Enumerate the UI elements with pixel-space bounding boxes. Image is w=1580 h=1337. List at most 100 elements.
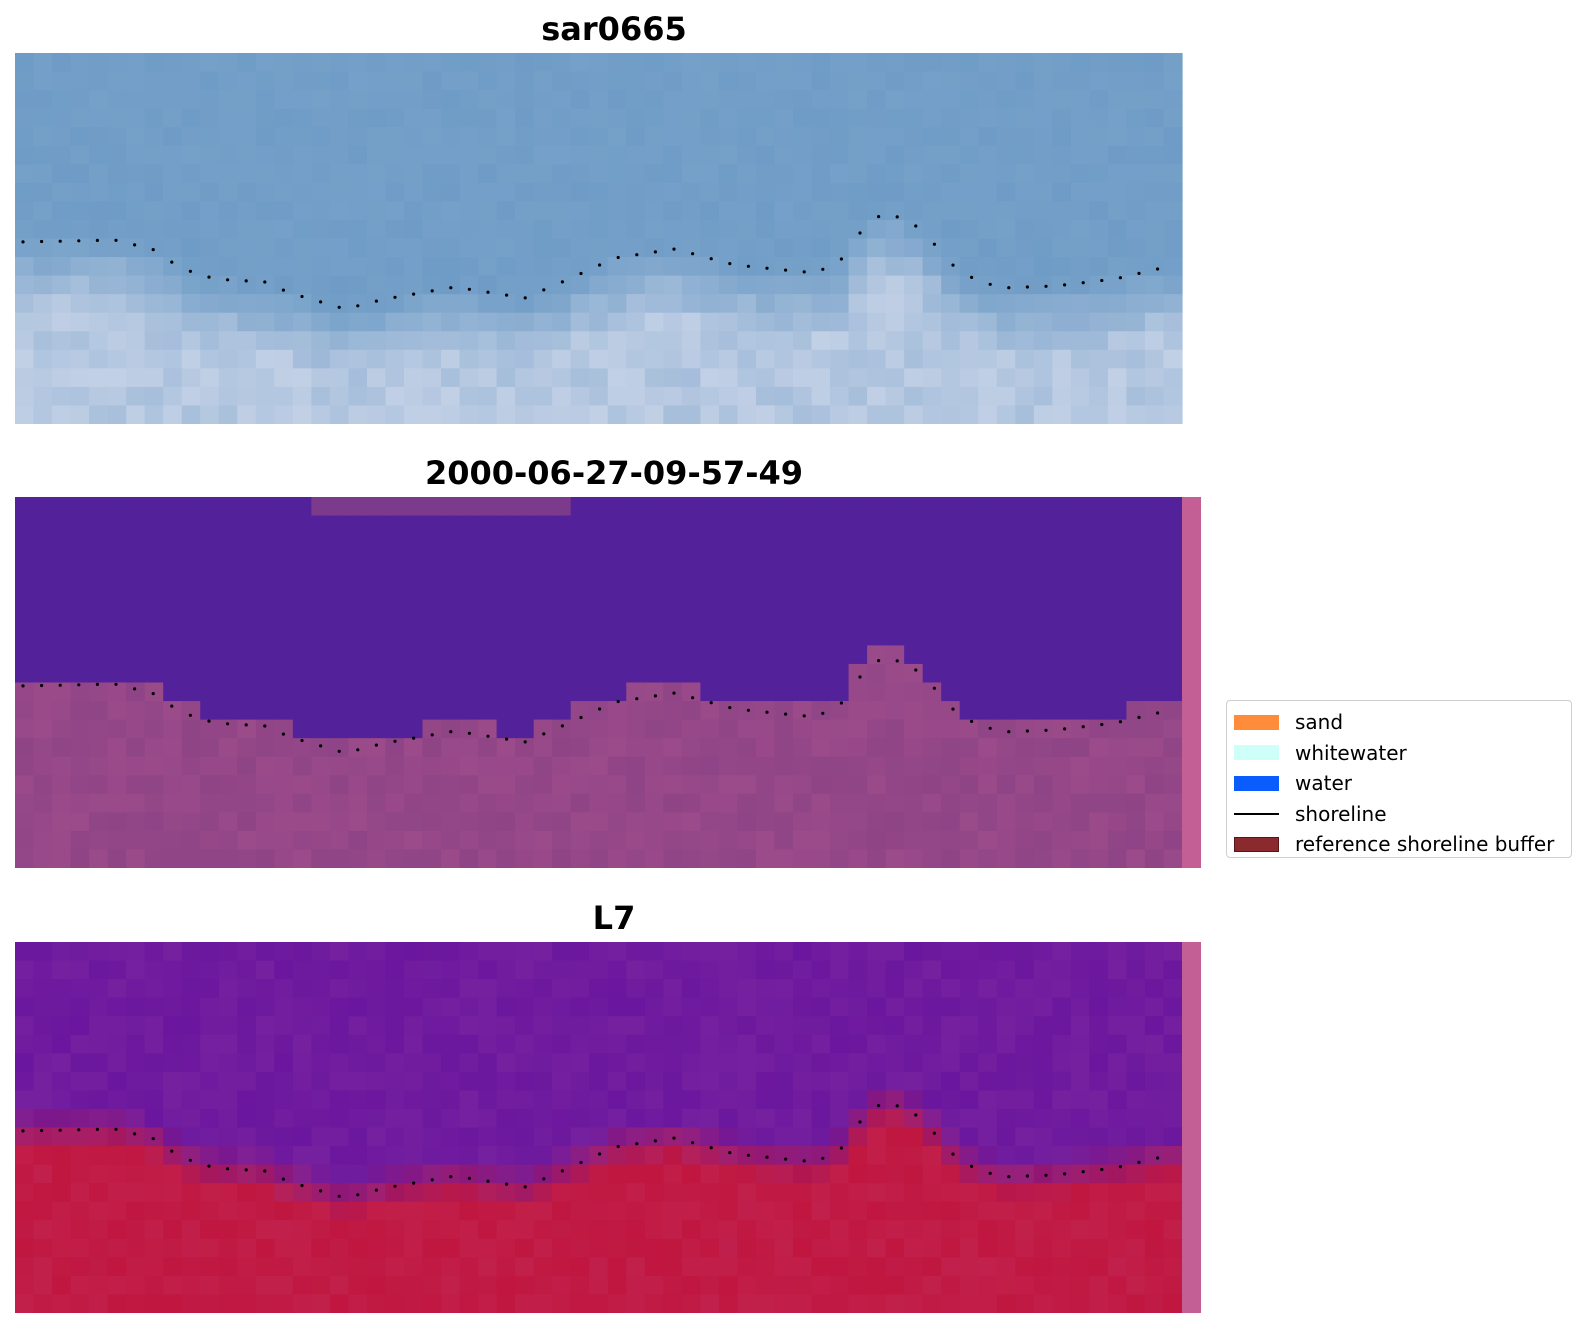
shoreline-point bbox=[728, 1151, 732, 1155]
legend-item-whitewater: whitewater bbox=[1234, 738, 1571, 769]
shoreline-point bbox=[784, 712, 788, 716]
shoreline-point bbox=[356, 1193, 360, 1197]
shoreline-dots bbox=[21, 1104, 1160, 1198]
shoreline-point bbox=[467, 287, 471, 291]
shoreline-point bbox=[951, 707, 955, 711]
shoreline-point bbox=[114, 238, 118, 242]
shoreline-point bbox=[170, 704, 174, 708]
classified-image bbox=[15, 497, 1201, 868]
shoreline-point bbox=[932, 242, 937, 246]
shoreline-point bbox=[653, 250, 658, 254]
shoreline-point bbox=[1137, 715, 1141, 719]
rgb-image-panel bbox=[15, 53, 1201, 424]
legend-item-water: water bbox=[1234, 768, 1571, 799]
shoreline-point bbox=[653, 694, 658, 698]
shoreline-point bbox=[21, 240, 25, 244]
shoreline-point bbox=[914, 668, 918, 672]
shoreline-point bbox=[746, 264, 751, 268]
shoreline-point bbox=[877, 215, 881, 219]
shoreline-dots bbox=[21, 215, 1160, 309]
shoreline-point bbox=[430, 1178, 434, 1182]
shoreline-point bbox=[170, 260, 174, 264]
shoreline-point bbox=[691, 696, 695, 700]
shoreline-point bbox=[709, 257, 713, 261]
shoreline-point bbox=[412, 292, 416, 296]
legend-label-whitewater: whitewater bbox=[1295, 740, 1407, 765]
shoreline-point bbox=[1156, 1156, 1160, 1160]
shoreline-point bbox=[1044, 1173, 1048, 1177]
shoreline-point bbox=[1063, 727, 1067, 731]
shoreline-line-swatch bbox=[1234, 812, 1279, 815]
shoreline-point bbox=[821, 267, 825, 271]
shoreline-point bbox=[244, 1168, 248, 1172]
shoreline-point bbox=[412, 1181, 416, 1185]
shoreline-point bbox=[746, 1153, 751, 1157]
shoreline-point bbox=[932, 686, 937, 690]
shoreline-point bbox=[672, 247, 676, 251]
legend-label-water: water bbox=[1295, 771, 1352, 796]
shoreline-point bbox=[226, 1167, 230, 1171]
legend-item-shoreline: shoreline bbox=[1234, 799, 1571, 830]
shoreline-point bbox=[393, 1184, 397, 1188]
shoreline-point bbox=[133, 687, 137, 691]
shoreline-point bbox=[226, 278, 230, 282]
shoreline-point bbox=[765, 710, 769, 714]
shoreline-point bbox=[932, 1131, 937, 1135]
legend-label-shoreline: shoreline bbox=[1295, 801, 1387, 826]
shoreline-point bbox=[467, 731, 471, 735]
shoreline-point bbox=[802, 714, 806, 718]
shoreline-point bbox=[319, 744, 323, 748]
shoreline-point bbox=[542, 732, 546, 736]
panel-title-3: L7 bbox=[592, 899, 636, 937]
shoreline-point bbox=[1081, 725, 1085, 729]
legend-item-sand: sand bbox=[1234, 707, 1571, 738]
shoreline-point bbox=[170, 1149, 174, 1153]
shoreline-point bbox=[877, 1104, 881, 1108]
shoreline-point bbox=[430, 289, 434, 293]
shoreline-point bbox=[226, 722, 230, 726]
shoreline-point bbox=[951, 1152, 955, 1156]
shoreline-point bbox=[1118, 720, 1122, 724]
shoreline-point bbox=[691, 1141, 695, 1145]
shoreline-point bbox=[133, 243, 137, 247]
shoreline-point bbox=[1137, 1160, 1141, 1164]
shoreline-point bbox=[672, 691, 676, 695]
shoreline-point bbox=[449, 1175, 453, 1179]
index-image-panel bbox=[15, 942, 1201, 1313]
shoreline-point bbox=[1025, 729, 1029, 733]
buffer-edge-strip bbox=[1182, 497, 1201, 868]
shoreline-point bbox=[337, 1194, 341, 1198]
shoreline-point bbox=[486, 1179, 490, 1183]
shoreline-point bbox=[467, 1176, 471, 1180]
shoreline-point bbox=[1081, 281, 1085, 285]
shoreline-point bbox=[263, 724, 267, 728]
shoreline-point bbox=[40, 1128, 44, 1133]
shoreline-point bbox=[430, 733, 434, 737]
shoreline-point bbox=[319, 1189, 323, 1193]
shoreline-point bbox=[728, 262, 732, 266]
reference-buffer-swatch bbox=[1234, 836, 1279, 852]
shoreline-point bbox=[281, 1177, 285, 1181]
shoreline-point bbox=[914, 224, 918, 228]
shoreline-point bbox=[77, 239, 81, 243]
shoreline-point bbox=[635, 253, 639, 257]
sand-swatch bbox=[1234, 714, 1279, 730]
shoreline-point bbox=[188, 1158, 192, 1162]
shoreline-point bbox=[988, 1171, 992, 1175]
shoreline-point bbox=[188, 269, 192, 273]
shoreline-point bbox=[244, 723, 248, 727]
shoreline-point bbox=[616, 255, 620, 260]
buffer-edge-strip bbox=[1182, 942, 1201, 1313]
shoreline-point bbox=[77, 1128, 81, 1132]
shoreline-point bbox=[486, 290, 490, 294]
panel-title-2: 2000-06-27-09-57-49 bbox=[424, 454, 804, 492]
shoreline-point bbox=[895, 215, 899, 219]
shoreline-point bbox=[1044, 284, 1048, 288]
shoreline-point bbox=[858, 675, 862, 679]
shoreline-point bbox=[114, 1127, 118, 1131]
shoreline-point bbox=[300, 738, 304, 743]
shoreline-point bbox=[244, 279, 248, 283]
legend: sand whitewater water shoreline referenc… bbox=[1226, 700, 1572, 858]
shoreline-point bbox=[802, 1159, 806, 1163]
shoreline-point bbox=[393, 295, 397, 299]
